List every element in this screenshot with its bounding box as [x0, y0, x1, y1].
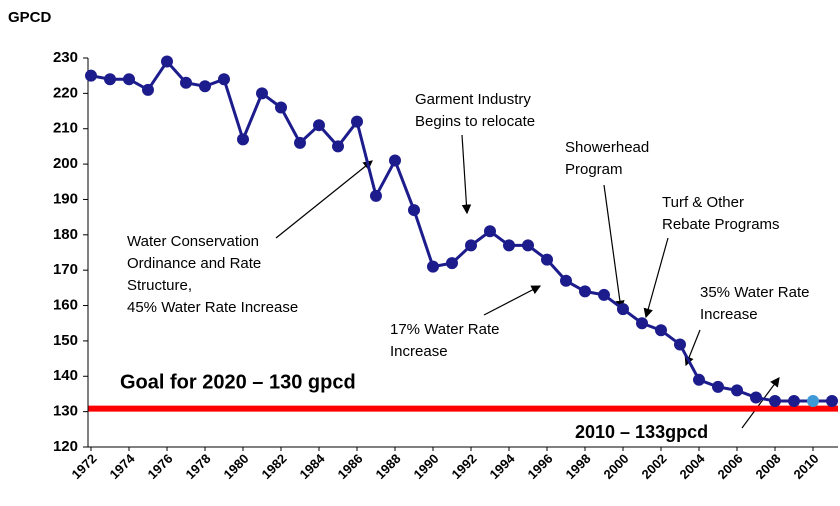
point — [199, 80, 211, 93]
annotation: Showerhead — [565, 139, 649, 156]
x-tick-label: 1998 — [562, 451, 593, 482]
annotation: Program — [565, 161, 623, 178]
point — [807, 395, 819, 408]
x-tick-label: 1996 — [524, 451, 555, 482]
point — [541, 253, 553, 266]
arrows — [275, 134, 780, 429]
point — [522, 239, 534, 252]
point — [693, 373, 705, 386]
point — [313, 119, 325, 132]
x-tick-label: 1972 — [68, 451, 99, 482]
point — [351, 115, 363, 128]
x-tick-label: 2010 — [790, 451, 821, 482]
x-tick-label: 1982 — [258, 451, 289, 482]
point — [617, 303, 629, 316]
x-tick-label: 2006 — [714, 451, 745, 482]
point — [85, 69, 97, 82]
point — [655, 324, 667, 337]
annotation: Water Conservation — [127, 233, 259, 250]
y-tick-label: 150 — [53, 332, 78, 349]
point — [161, 55, 173, 68]
annotation: 45% Water Rate Increase — [127, 299, 298, 316]
arrow — [603, 184, 625, 311]
point — [408, 204, 420, 217]
annotation: 17% Water Rate — [390, 321, 500, 338]
point — [731, 384, 743, 397]
arrow — [483, 285, 542, 316]
x-tick-label: 1978 — [182, 451, 213, 482]
point — [180, 76, 192, 89]
y-tick-label: 210 — [53, 120, 78, 137]
point — [256, 87, 268, 100]
y-axis-label: GPCD — [8, 9, 52, 26]
point — [446, 257, 458, 270]
y-tick-label: 190 — [53, 190, 78, 207]
point — [750, 391, 762, 404]
point — [294, 136, 306, 149]
point — [560, 274, 572, 287]
point — [636, 317, 648, 330]
point — [503, 239, 515, 252]
point — [598, 288, 610, 301]
y-tick-label: 170 — [53, 261, 78, 278]
point — [427, 260, 439, 273]
x-tick-label: 2004 — [676, 450, 708, 482]
arrow — [741, 377, 780, 429]
x-tick-label: 1984 — [296, 450, 328, 482]
x-tick-label: 1976 — [144, 451, 175, 482]
arrow — [461, 134, 472, 215]
x-tick-label: 1988 — [372, 451, 403, 482]
point — [465, 239, 477, 252]
point — [674, 338, 686, 351]
point — [142, 83, 154, 96]
y-tick-label: 140 — [53, 367, 78, 384]
goal-label: Goal for 2020 – 130 gpcd — [120, 371, 356, 393]
x-tick-label: 2008 — [752, 451, 783, 482]
annotation: Turf & Other — [662, 194, 744, 211]
point — [370, 189, 382, 202]
annotation: Rebate Programs — [662, 216, 780, 233]
annotation: Increase — [700, 306, 758, 323]
y-tick-label: 180 — [53, 226, 78, 243]
x-tick-label: 1992 — [448, 451, 479, 482]
point — [389, 154, 401, 167]
point — [332, 140, 344, 153]
x-tick-label: 2002 — [638, 451, 669, 482]
x-tick-label: 1990 — [410, 451, 441, 482]
x-tick-label: 1974 — [106, 450, 138, 482]
point — [104, 73, 116, 86]
arrow — [643, 237, 669, 319]
annotation: Ordinance and Rate — [127, 255, 261, 272]
point — [579, 285, 591, 298]
point — [237, 133, 249, 146]
x-tick-label: 1986 — [334, 451, 365, 482]
point — [123, 73, 135, 86]
annotation: Structure, — [127, 277, 192, 294]
point — [712, 380, 724, 393]
y-tick-label: 160 — [53, 297, 78, 314]
y-tick-label: 200 — [53, 155, 78, 172]
x-tick-label: 2000 — [600, 451, 631, 482]
arrow — [275, 160, 373, 239]
annotation: Garment Industry — [415, 91, 531, 108]
y-tick-label: 120 — [53, 438, 78, 455]
point — [769, 395, 781, 408]
annotation: Increase — [390, 343, 448, 360]
annotation: Begins to relocate — [415, 113, 535, 130]
point — [484, 225, 496, 238]
point — [788, 395, 800, 408]
y-tick-label: 230 — [53, 49, 78, 66]
callout: 2010 – 133gpcd — [575, 422, 708, 442]
x-tick-label: 1994 — [486, 450, 518, 482]
annotation: 35% Water Rate — [700, 284, 810, 301]
series-line — [90, 59, 832, 403]
x-tick-label: 1980 — [220, 451, 251, 482]
point — [826, 395, 838, 408]
point — [275, 101, 287, 114]
point — [218, 73, 230, 86]
y-tick-label: 220 — [53, 84, 78, 101]
y-tick-label: 130 — [53, 403, 78, 420]
